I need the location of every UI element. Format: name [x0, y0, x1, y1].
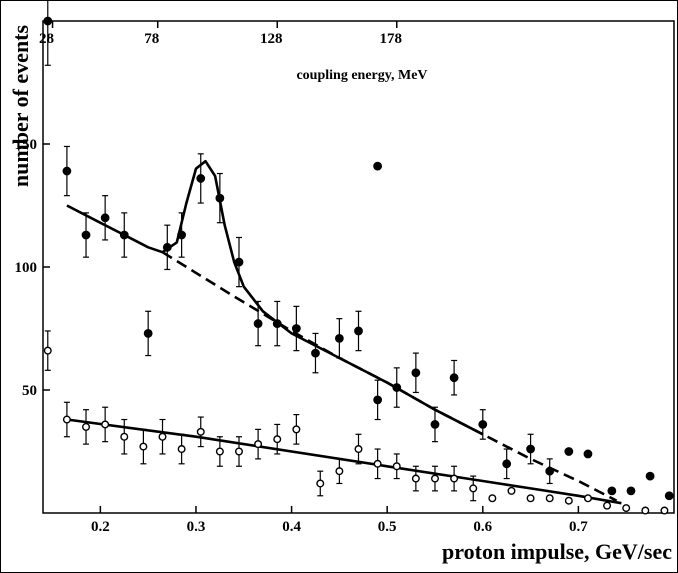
- data-point-filled: [291, 324, 301, 333]
- data-point-filled: [478, 420, 488, 429]
- data-point-open: [450, 474, 459, 483]
- data-point-open: [488, 494, 497, 503]
- data-point-open: [354, 445, 363, 454]
- data-point-filled: [564, 447, 574, 456]
- data-point-open: [215, 447, 224, 456]
- data-point-open: [316, 479, 325, 488]
- x-tick-label: 0.2: [91, 519, 110, 535]
- x-tick-label: 0.7: [569, 519, 588, 535]
- data-point-filled: [177, 230, 187, 240]
- data-point-filled: [62, 166, 72, 176]
- data-point-open: [120, 432, 129, 441]
- data-point-open: [660, 506, 669, 515]
- data-point-filled: [43, 16, 53, 26]
- data-point-open: [430, 474, 439, 483]
- data-point-filled: [411, 368, 421, 378]
- data-point-open: [82, 422, 91, 431]
- x-tick-label: 0.6: [473, 519, 492, 535]
- data-point-open: [603, 501, 612, 510]
- x-tick-label: 0.5: [378, 519, 397, 535]
- data-point-filled: [143, 329, 153, 338]
- x-axis-label: proton impulse, GeV/sec: [442, 539, 672, 564]
- y-tick-label: 100: [15, 260, 38, 276]
- x-tick-label: 0.4: [282, 519, 301, 535]
- data-point-open: [641, 506, 650, 515]
- data-point-open: [273, 435, 282, 444]
- data-point-open: [622, 504, 631, 513]
- data-point-filled: [354, 326, 363, 336]
- data-point-filled: [215, 193, 225, 203]
- data-point-filled: [373, 161, 383, 171]
- top-tick-label: 28: [39, 31, 54, 47]
- data-point-filled: [119, 230, 129, 240]
- data-point-open: [158, 432, 167, 441]
- data-point-open: [583, 494, 592, 503]
- top-axis-label: coupling energy, MeV: [296, 68, 427, 83]
- data-point-open: [373, 459, 382, 468]
- data-point-open: [392, 462, 401, 471]
- y-axis-label: number of events: [8, 24, 33, 187]
- data-point-open: [335, 467, 344, 476]
- data-point-filled: [373, 395, 383, 405]
- data-point-open: [234, 447, 243, 456]
- data-point-filled: [100, 213, 110, 223]
- data-point-open: [545, 494, 554, 503]
- data-point-open: [292, 425, 301, 434]
- data-point-filled: [583, 449, 593, 459]
- data-point-filled: [234, 257, 244, 267]
- data-point-open: [196, 427, 205, 436]
- data-point-open: [254, 440, 263, 449]
- data-point-filled: [253, 319, 263, 328]
- data-point-open: [177, 445, 186, 454]
- data-point-filled: [430, 420, 440, 429]
- data-point-open: [469, 484, 478, 493]
- data-point-open: [62, 415, 71, 424]
- x-tick-label: 0.3: [187, 519, 206, 535]
- data-point-open: [411, 474, 420, 483]
- data-point-filled: [81, 230, 91, 240]
- data-point-filled: [392, 383, 402, 392]
- data-point-filled: [626, 486, 636, 496]
- data-point-open: [526, 494, 535, 503]
- data-point-filled: [449, 373, 459, 383]
- data-point-filled: [526, 444, 535, 454]
- data-point-open: [507, 486, 516, 495]
- y-tick-label: 150: [15, 137, 38, 153]
- data-point-filled: [272, 319, 282, 328]
- data-point-filled: [645, 471, 655, 481]
- data-point-filled: [334, 333, 344, 343]
- data-point-filled: [502, 459, 512, 469]
- top-tick-label: 78: [144, 31, 159, 47]
- data-point-filled: [664, 491, 674, 501]
- data-point-open: [101, 420, 110, 429]
- fit-curve-3: [66, 418, 622, 505]
- data-point-filled: [162, 242, 172, 252]
- data-point-open: [139, 442, 148, 451]
- data-point-open: [564, 496, 573, 505]
- data-point-filled: [196, 174, 206, 183]
- top-tick-label: 128: [260, 31, 283, 47]
- data-point-open: [43, 346, 52, 355]
- data-point-filled: [607, 486, 617, 496]
- data-point-filled: [311, 348, 320, 358]
- data-point-filled: [545, 466, 555, 476]
- fit-curve-2: [161, 251, 618, 502]
- top-tick-label: 178: [379, 31, 402, 47]
- y-tick-label: 50: [22, 383, 37, 399]
